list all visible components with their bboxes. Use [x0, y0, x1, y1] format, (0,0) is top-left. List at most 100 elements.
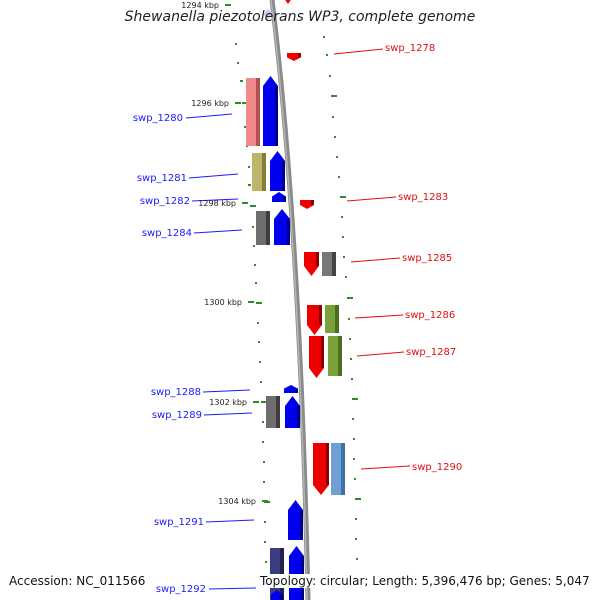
gene-arrow-swp_1278[interactable] [281, 0, 295, 4]
gene-label-swp_1285[interactable]: swp_1285 [402, 253, 452, 264]
gene-arrow-swp_1281[interactable] [270, 151, 285, 191]
gene-label-swp_1291[interactable]: swp_1291 [154, 517, 204, 528]
feature-block [325, 305, 339, 333]
tick-mark [264, 521, 266, 523]
tick-mark [256, 302, 262, 304]
label-leaders [185, 48, 411, 590]
tick-mark [356, 558, 358, 560]
gene-label-swp_1292[interactable]: swp_1292 [156, 584, 206, 595]
leader-swp_1282 [191, 198, 239, 202]
feature-block [322, 252, 336, 276]
tick-mark [258, 341, 260, 343]
tick-mark [252, 226, 254, 228]
tick-mark [336, 156, 338, 158]
tick-mark [352, 418, 354, 420]
leader-swp_1284 [193, 229, 243, 234]
gene-label-swp_1284[interactable]: swp_1284 [142, 228, 192, 239]
tick-mark [345, 276, 347, 278]
gene-arrow-swp_1284[interactable] [274, 209, 290, 245]
gene-label-swp_1283[interactable]: swp_1283 [398, 192, 448, 203]
tick-mark [260, 381, 262, 383]
tick-mark [349, 338, 351, 340]
tick-mark [250, 205, 256, 207]
tick-mark [262, 421, 264, 423]
tick-mark [326, 54, 328, 56]
tick-mark [353, 438, 355, 440]
tick-mark [347, 297, 353, 299]
tick-marks [225, 4, 361, 583]
gene-label-swp_1278[interactable]: swp_1278 [385, 43, 435, 54]
tick-mark [350, 358, 352, 360]
tick-mark [323, 36, 325, 38]
tick-mark [338, 176, 340, 178]
gene-label-swp_1288[interactable]: swp_1288 [151, 387, 201, 398]
tick-mark [355, 498, 361, 500]
tick-mark [257, 322, 259, 324]
gene-arrow-swp_1290[interactable] [313, 443, 329, 495]
map-title: Shewanella piezotolerans WP3, complete g… [124, 9, 476, 25]
genome-summary-text: Topology: circular; Length: 5,396,476 bp… [258, 574, 590, 588]
tick-mark [263, 461, 265, 463]
gene-label-swp_1287[interactable]: swp_1287 [406, 347, 456, 358]
tick-mark [255, 282, 257, 284]
tick-mark [343, 256, 345, 258]
gene-arrow-swp_1282[interactable] [272, 192, 286, 202]
kbp-label: 1302 kbp [209, 398, 247, 407]
tick-mark [253, 245, 255, 247]
gene-label-swp_1280[interactable]: swp_1280 [133, 113, 183, 124]
tick-mark [342, 236, 344, 238]
tick-mark [237, 62, 239, 64]
tick-mark [340, 196, 346, 198]
leader-swp_1285 [350, 257, 401, 263]
tick-mark [353, 458, 355, 460]
gene-arrow-swp_1283[interactable] [300, 200, 314, 209]
kbp-tick [225, 4, 231, 6]
tick-mark [352, 398, 358, 400]
marker-diamond [263, 9, 273, 19]
feature-block [266, 396, 280, 428]
tick-mark [348, 318, 350, 320]
tick-mark [354, 478, 356, 480]
gene-label-swp_1282[interactable]: swp_1282 [140, 196, 190, 207]
gene-arrows [263, 0, 329, 600]
gene-arrow-swp_1288[interactable] [284, 385, 298, 393]
gene-arrow-swp_1292[interactable] [289, 546, 304, 600]
kbp-tick [262, 500, 268, 502]
kbp-tick [253, 401, 259, 403]
gene-label-swp_1289[interactable]: swp_1289 [152, 410, 202, 421]
tick-mark [355, 538, 357, 540]
feature-block [252, 153, 266, 191]
gene-arrow-swp_1291[interactable] [288, 500, 303, 540]
tick-mark [261, 401, 267, 403]
tick-mark [331, 95, 337, 97]
kbp-tick [248, 301, 254, 303]
gene-label-swp_1286[interactable]: swp_1286 [405, 310, 455, 321]
tick-mark [265, 561, 267, 563]
gene-arrow-swp_1292[interactable] [271, 590, 283, 600]
leader-swp_1291 [205, 519, 255, 523]
leader-swp_1286 [354, 314, 404, 319]
leader-swp_1283 [346, 196, 397, 202]
gene-label-swp_1290[interactable]: swp_1290 [412, 462, 462, 473]
gene-arrow-swp_1278[interactable] [287, 53, 301, 61]
tick-mark [264, 541, 266, 543]
gene-label-swp_1281[interactable]: swp_1281 [137, 173, 187, 184]
leader-swp_1281 [188, 173, 239, 179]
leader-swp_1280 [185, 113, 233, 119]
tick-mark [248, 184, 251, 186]
tick-mark [242, 102, 248, 104]
backbone-line [269, 0, 311, 600]
gene-arrow-swp_1285[interactable] [304, 252, 319, 276]
leader-swp_1288 [202, 389, 251, 393]
gene-arrow-swp_1289[interactable] [285, 396, 300, 428]
tick-mark [263, 481, 265, 483]
tick-mark [332, 116, 334, 118]
gene-arrow-swp_1280[interactable] [263, 76, 278, 146]
gene-arrow-swp_1287[interactable] [309, 336, 324, 378]
kbp-label: 1304 kbp [218, 497, 256, 506]
kbp-label: 1298 kbp [198, 199, 236, 208]
gene-arrow-swp_1286[interactable] [307, 305, 322, 335]
feature-block [331, 443, 345, 495]
feature-block [246, 78, 260, 146]
